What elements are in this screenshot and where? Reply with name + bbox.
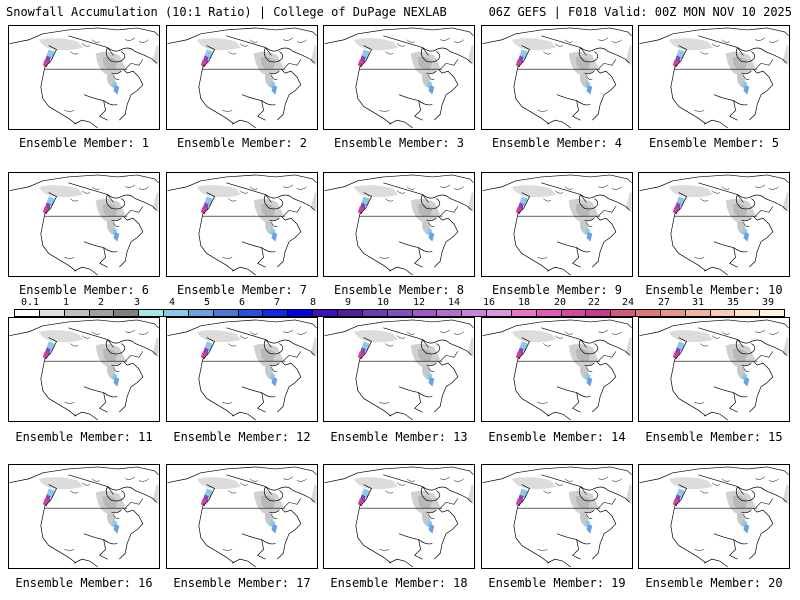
legend-tick-label: 35 — [726, 297, 740, 308]
legend-swatch — [313, 310, 338, 316]
legend-tick-label: 27 — [657, 297, 671, 308]
ensemble-member-map[interactable] — [481, 464, 633, 569]
ensemble-member-map[interactable] — [166, 317, 318, 422]
legend-tick-label: 24 — [621, 297, 635, 308]
legend-tick-label: 2 — [97, 297, 105, 308]
ensemble-member-label: Ensemble Member: 13 — [330, 430, 468, 444]
ensemble-member-label: Ensemble Member: 15 — [645, 430, 783, 444]
legend-tick-label: 14 — [447, 297, 461, 308]
legend-swatch — [437, 310, 463, 316]
legend-swatch — [114, 310, 140, 316]
legend-tick-label: 8 — [309, 297, 317, 308]
ensemble-member-label: Ensemble Member: 14 — [488, 430, 626, 444]
legend-swatch — [611, 310, 637, 316]
legend-swatch — [337, 310, 363, 316]
legend-tick-label: 18 — [517, 297, 531, 308]
legend-swatch — [462, 310, 488, 316]
legend-swatch — [536, 310, 562, 316]
ensemble-member-map[interactable] — [638, 172, 790, 277]
ensemble-member-map[interactable] — [8, 464, 160, 569]
ensemble-member-map[interactable] — [323, 464, 475, 569]
ensemble-member-label: Ensemble Member: 12 — [173, 430, 311, 444]
legend-swatch — [735, 310, 761, 316]
legend-swatch — [760, 310, 785, 316]
legend-swatch — [39, 310, 65, 316]
ensemble-member-map[interactable] — [166, 25, 318, 130]
ensemble-member-map[interactable] — [638, 317, 790, 422]
ensemble-member-label: Ensemble Member: 3 — [333, 136, 465, 150]
legend-swatch — [238, 310, 264, 316]
legend-tick-label: 16 — [482, 297, 496, 308]
legend-tick-label: 5 — [203, 297, 211, 308]
page-title: Snowfall Accumulation (10:1 Ratio) | Col… — [6, 5, 447, 19]
legend-swatch — [89, 310, 115, 316]
legend-tick-label: 6 — [238, 297, 246, 308]
legend-tick-label: 10 — [376, 297, 390, 308]
ensemble-member-map[interactable] — [481, 317, 633, 422]
legend-swatch — [710, 310, 736, 316]
legend-tick-label: 0.1 — [20, 297, 40, 308]
ensemble-member-label: Ensemble Member: 9 — [491, 283, 623, 297]
legend-tick-label: 39 — [761, 297, 775, 308]
legend-swatch — [487, 310, 512, 316]
legend-swatch — [387, 310, 413, 316]
ensemble-member-map[interactable] — [8, 25, 160, 130]
ensemble-member-map[interactable] — [323, 317, 475, 422]
ensemble-member-label: Ensemble Member: 5 — [648, 136, 780, 150]
legend-swatch — [561, 310, 587, 316]
ensemble-member-label: Ensemble Member: 20 — [645, 576, 783, 590]
ensemble-member-map[interactable] — [8, 317, 160, 422]
ensemble-member-label: Ensemble Member: 6 — [18, 283, 150, 297]
legend-swatch — [362, 310, 388, 316]
ensemble-member-label: Ensemble Member: 10 — [645, 283, 783, 297]
legend-swatch — [586, 310, 612, 316]
legend-swatch — [412, 310, 438, 316]
ensemble-member-map[interactable] — [166, 172, 318, 277]
legend-tick-label: 1 — [62, 297, 70, 308]
ensemble-member-label: Ensemble Member: 2 — [176, 136, 308, 150]
ensemble-member-label: Ensemble Member: 19 — [488, 576, 626, 590]
ensemble-member-label: Ensemble Member: 7 — [176, 283, 308, 297]
legend-swatch — [15, 310, 40, 316]
ensemble-member-label: Ensemble Member: 16 — [15, 576, 153, 590]
legend-tick-label: 12 — [412, 297, 426, 308]
legend-swatch — [685, 310, 711, 316]
legend-swatch — [511, 310, 537, 316]
legend-swatch — [188, 310, 214, 316]
ensemble-member-map[interactable] — [638, 464, 790, 569]
legend-swatch — [636, 310, 661, 316]
legend-swatch — [213, 310, 239, 316]
legend-tick-label: 4 — [168, 297, 176, 308]
legend-swatch — [660, 310, 686, 316]
legend-tick-label: 31 — [691, 297, 705, 308]
snowfall-color-legend — [14, 309, 785, 317]
ensemble-member-map[interactable] — [481, 172, 633, 277]
ensemble-member-map[interactable] — [8, 172, 160, 277]
run-valid-time: 06Z GEFS | F018 Valid: 00Z MON NOV 10 20… — [488, 5, 792, 19]
ensemble-member-label: Ensemble Member: 1 — [18, 136, 150, 150]
legend-swatch — [139, 310, 165, 316]
ensemble-member-map[interactable] — [323, 172, 475, 277]
ensemble-member-label: Ensemble Member: 17 — [173, 576, 311, 590]
legend-tick-label: 9 — [344, 297, 352, 308]
ensemble-member-label: Ensemble Member: 18 — [330, 576, 468, 590]
legend-swatch — [263, 310, 289, 316]
legend-swatch — [64, 310, 90, 316]
legend-swatch — [288, 310, 314, 316]
ensemble-member-map[interactable] — [638, 25, 790, 130]
legend-tick-label: 20 — [553, 297, 567, 308]
legend-tick-label: 3 — [133, 297, 141, 308]
ensemble-member-label: Ensemble Member: 4 — [491, 136, 623, 150]
ensemble-member-map[interactable] — [481, 25, 633, 130]
legend-tick-label: 22 — [587, 297, 601, 308]
ensemble-member-label: Ensemble Member: 11 — [15, 430, 153, 444]
legend-tick-label: 7 — [273, 297, 281, 308]
ensemble-member-map[interactable] — [166, 464, 318, 569]
ensemble-member-map[interactable] — [323, 25, 475, 130]
ensemble-member-label: Ensemble Member: 8 — [333, 283, 465, 297]
legend-swatch — [164, 310, 189, 316]
